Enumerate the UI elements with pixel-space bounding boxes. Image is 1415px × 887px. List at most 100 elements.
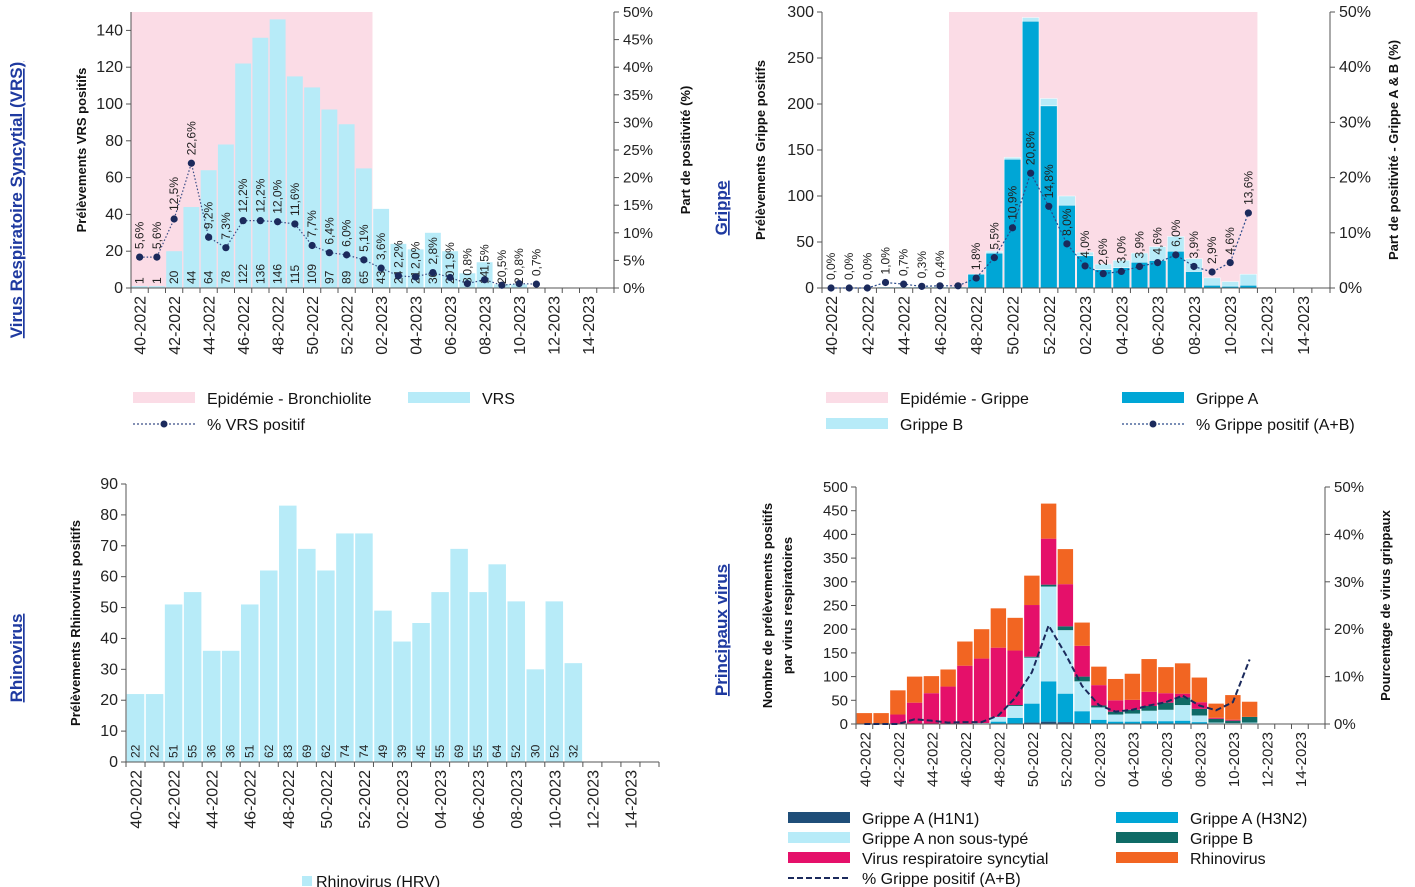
x-tick-label: 40-2022	[129, 770, 146, 829]
legend-label: % Grippe positif (A+B)	[862, 871, 1021, 887]
bar-segment	[1191, 715, 1208, 723]
y-tick-label: 400	[823, 526, 848, 543]
y2-tick-label: 50%	[1334, 479, 1364, 496]
bar-segment	[1057, 549, 1074, 585]
bar-segment	[1241, 716, 1258, 723]
x-tick-label: 12-2023	[547, 296, 564, 355]
legend-swatch	[826, 392, 888, 403]
percent-label: 5,6%	[150, 221, 164, 249]
percent-label: 3,6%	[374, 232, 388, 260]
y2-tick-label: 30%	[623, 114, 653, 131]
chart-principaux: 0 50 100 150 200 250 300 350 400 450 500 0% 10% 20% 30…	[760, 479, 1393, 887]
y2-tick-label: 10%	[1334, 669, 1364, 686]
bar-value-label: 1	[150, 277, 164, 284]
bar-value-label: 45	[414, 744, 428, 758]
bar-value-label: 49	[376, 744, 390, 758]
x-tick-label: 48-2022	[271, 296, 288, 355]
bar-value-label: 22	[148, 744, 162, 758]
percent-marker	[1244, 209, 1252, 217]
bar-segment	[1024, 657, 1040, 704]
percent-marker	[1063, 240, 1071, 248]
chart-grippe: 0 50 100 150 200 250 300 0% 10% 20% 30% 40% 50% 40-20…	[753, 4, 1401, 434]
percent-label: 0,0%	[842, 252, 856, 280]
x-tick-label: 42-2022	[860, 296, 877, 355]
percent-marker	[187, 159, 195, 167]
bar-value-label: 83	[281, 744, 295, 758]
x-tick-label: 14-2023	[1293, 732, 1310, 787]
bar	[476, 262, 493, 288]
y-tick-label: 100	[823, 669, 848, 686]
percent-marker	[1008, 224, 1017, 232]
bar-value-label: 65	[357, 270, 371, 284]
percent-marker	[1099, 270, 1107, 278]
y-tick-label: 300	[787, 4, 814, 21]
x-tick-label: 52-2022	[340, 296, 357, 355]
y2-tick-label: 30%	[1334, 574, 1364, 591]
y2-tick-label: 10%	[623, 225, 653, 242]
percent-label: 12,2%	[253, 178, 267, 212]
y-tick-label: 50	[796, 234, 814, 251]
bar	[407, 249, 424, 288]
legend-label: Epidémie - Bronchiolite	[207, 391, 372, 408]
y-tick-label: 60	[100, 569, 118, 586]
percent-marker	[972, 274, 980, 282]
percent-marker	[291, 220, 299, 228]
bar-value-label: 44	[184, 270, 198, 284]
bar-segment	[1007, 717, 1023, 724]
bar	[564, 663, 583, 762]
bar-segment	[1239, 273, 1257, 286]
legend-swatch	[788, 832, 850, 843]
bar	[450, 548, 468, 762]
bar	[304, 87, 321, 288]
percent-marker	[1117, 267, 1125, 276]
bar-value-label: 122	[236, 264, 250, 284]
legend-swatch	[788, 852, 850, 863]
bar-segment	[1024, 722, 1040, 724]
bar-value-label: 69	[452, 744, 466, 758]
bar-value-label: 39	[395, 744, 409, 758]
bar-segment	[1022, 17, 1040, 22]
percent-marker	[1154, 259, 1162, 267]
x-tick-label: 48-2022	[991, 732, 1008, 787]
y-tick-label: 20	[100, 692, 118, 709]
y2-tick-label: 20%	[623, 170, 653, 187]
percent-label: 3,0%	[1114, 236, 1128, 264]
x-tick-label: 48-2022	[281, 770, 298, 829]
epidemic-band	[949, 12, 1258, 288]
bar-segment	[1167, 236, 1185, 252]
bar-segment	[1003, 157, 1022, 160]
bar-segment	[957, 665, 973, 724]
x-tick-label: 52-2022	[1042, 296, 1059, 355]
y-tick-label: 140	[96, 22, 123, 39]
percent-marker	[136, 253, 144, 261]
bar-value-label: 51	[243, 744, 257, 758]
bar-segment	[1107, 714, 1124, 722]
bar-segment	[940, 669, 956, 687]
percent-marker	[827, 284, 835, 292]
percent-label: 9,2%	[202, 202, 216, 230]
bar-segment	[1057, 584, 1074, 627]
legend-item: Grippe A (H3N2)	[1116, 811, 1307, 828]
percent-label: 2,0%	[409, 241, 423, 269]
bar-segment	[1124, 699, 1141, 710]
percent-marker	[153, 253, 161, 261]
x-tick-label: 10-2023	[1226, 732, 1243, 787]
y-tick-label: 200	[823, 621, 848, 638]
x-tick-label: 50-2022	[1025, 732, 1042, 787]
bar-segment	[1057, 693, 1074, 723]
bar	[131, 286, 148, 288]
section-title-principaux-virus: Principaux virus	[712, 564, 731, 696]
x-tick-label: 50-2022	[319, 770, 336, 829]
percent-label: 3,9%	[1133, 231, 1147, 259]
legend-swatch	[826, 418, 888, 429]
y-tick-label: 0	[114, 280, 123, 297]
bar-value-label: 62	[319, 744, 333, 758]
bar-segment	[1174, 720, 1191, 724]
percent-marker	[377, 264, 385, 272]
x-tick-label: 46-2022	[243, 770, 260, 829]
y-tick-label: 120	[96, 59, 123, 76]
y2-tick-label: 45%	[623, 32, 653, 49]
y-tick-label: 50	[831, 692, 848, 709]
percent-label: 1,9%	[443, 242, 457, 270]
bar-segment	[1040, 681, 1057, 722]
